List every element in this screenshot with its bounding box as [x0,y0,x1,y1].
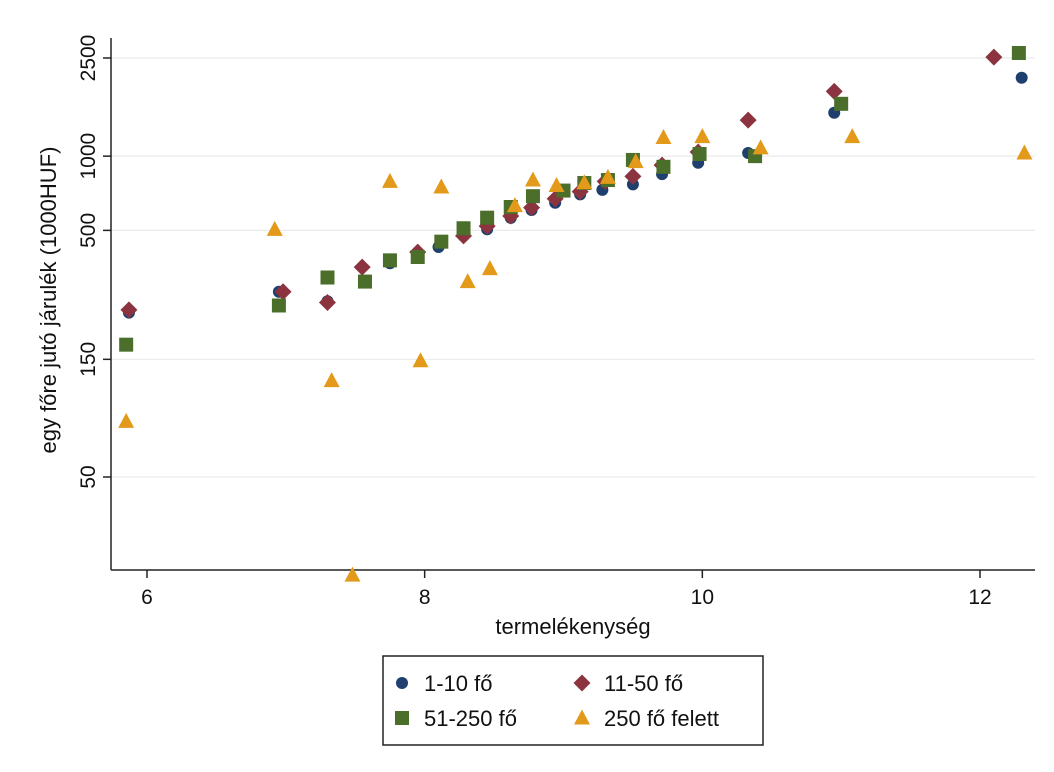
y-tick-label: 150 [77,342,100,377]
x-tick-label: 10 [691,586,714,609]
data-point-square [357,274,372,289]
data-point-square [456,221,471,236]
legend-label: 1-10 fő [424,671,493,696]
legend-marker-square [395,711,409,725]
y-tick-label: 1000 [77,133,100,180]
data-point-square [834,96,849,111]
legend-marker-triangle [574,709,590,725]
y-tick-label: 2500 [77,35,100,82]
data-point-triangle [459,273,476,289]
y-axis-title: egy főre jutó járulék (1000HUF) [36,147,61,454]
y-tick-label: 50 [77,465,100,488]
data-point-triangle [548,177,565,193]
data-point-diamond [353,258,371,276]
data-point-square [692,147,707,162]
data-point-diamond [739,111,757,129]
data-point-circle [1015,71,1028,84]
legend-label: 51-250 fő [424,706,517,731]
legend-label: 250 fő felett [604,706,719,731]
data-point-diamond [985,48,1003,66]
data-point-diamond [274,283,292,301]
legend-items: 1-10 fő 11-50 fő 51-250 fő 250 fő felett [395,671,719,731]
x-tick-label: 6 [141,586,153,609]
data-point-diamond [318,293,336,311]
data-point-triangle [524,171,541,187]
data-point-square [1011,45,1026,60]
data-point-square [525,189,540,204]
data-point-square [410,249,425,264]
data-point-triangle [481,260,498,276]
data-point-triangle [627,153,644,169]
data-point-diamond [120,301,138,319]
data-point-triangle [506,197,523,213]
data-point-square [271,298,286,313]
data-point-square [382,253,397,268]
data-point-triangle [752,139,769,155]
data-point-square [434,234,449,249]
x-axis-title: termelékenység [495,614,650,639]
ticks: 50 150 500 1000 2500 6 8 10 12 [77,35,992,609]
x-tick-label: 8 [419,586,431,609]
legend-item: 250 fő felett [574,706,719,731]
legend-label: 11-50 fő [604,671,683,696]
data-point-triangle [655,129,672,145]
legend-item: 1-10 fő [396,671,493,696]
legend-marker-circle [396,677,408,689]
x-tick-label: 12 [968,586,991,609]
data-point-square [320,270,335,285]
legend-item: 11-50 fő [573,671,683,696]
data-point-triangle [844,128,861,144]
data-point-diamond [825,82,843,100]
data-point-triangle [118,412,135,428]
legend-marker-diamond [573,674,591,692]
data-point-diamond [523,199,541,217]
data-point-triangle [694,128,711,144]
series-4 [118,128,1033,582]
legend-item: 51-250 fő [395,706,517,731]
y-tick-label: 500 [77,213,100,248]
data-point-square [480,210,495,225]
data-point-triangle [1016,144,1033,160]
legend-box [382,655,764,746]
data-point-triangle [266,220,283,236]
data-point-triangle [381,172,398,188]
data-point-triangle [344,566,361,582]
data-point-diamond [624,167,642,185]
plot-background [111,38,1035,570]
data-point-square [119,337,134,352]
gridlines [111,57,1035,478]
axes [110,38,1035,571]
data-point-triangle [323,372,340,388]
data-point-triangle [433,178,450,194]
data-point-square [656,159,671,174]
legend: 1-10 fő 11-50 fő 51-250 fő 250 fő felett [382,655,764,746]
data-point-triangle [576,174,593,190]
data-point-triangle [599,168,616,184]
data-point-triangle [412,352,429,368]
data-points [118,45,1033,582]
